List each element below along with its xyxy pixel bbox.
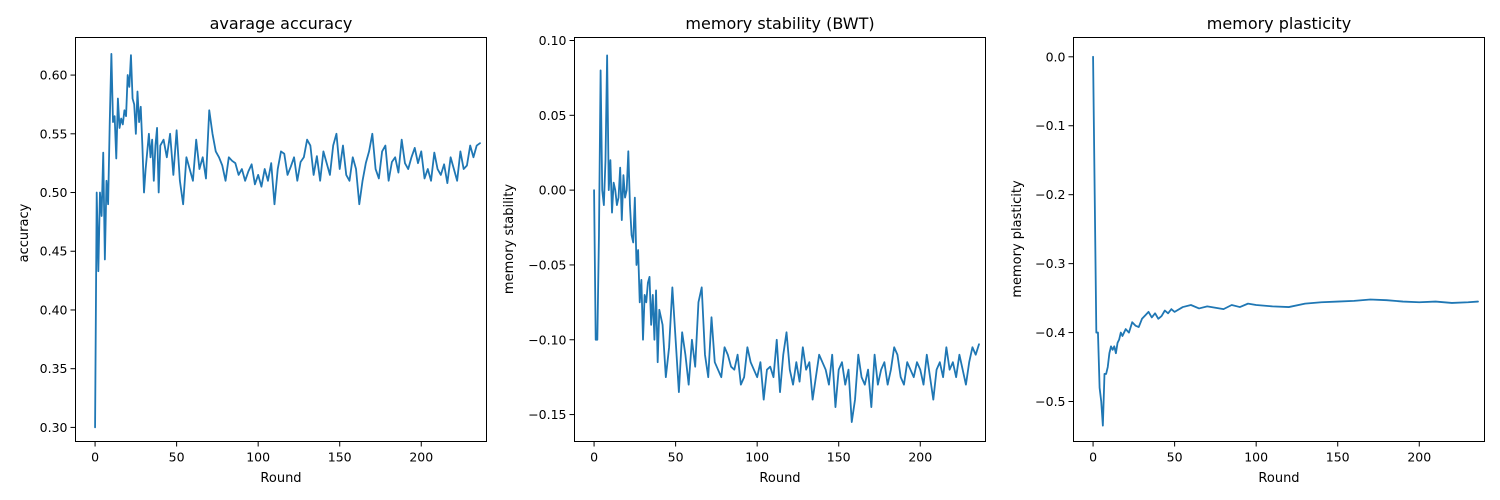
plasticity-y-tick-label: −0.1 bbox=[1035, 118, 1065, 133]
stability-ticks: 0 50 100 150 200 −0.15 −0.10 −0.05 0.00 0.05 0.10 bbox=[528, 33, 932, 465]
accuracy-y-tick-label: 0.55 bbox=[40, 126, 68, 141]
stability-y-tick-label: −0.15 bbox=[528, 407, 566, 422]
accuracy-x-tick-label: 200 bbox=[409, 450, 433, 465]
accuracy-y-tick-label: 0.50 bbox=[40, 185, 68, 200]
plasticity-plot-frame bbox=[1073, 37, 1485, 442]
plasticity-y-axis-label: memory plasticity bbox=[1010, 180, 1025, 298]
plasticity-y-tick-label: −0.2 bbox=[1035, 187, 1065, 202]
plasticity-ticks: 0 50 100 150 200 −0.5 −0.4 −0.3 −0.2 −0.1 0.0 bbox=[1035, 49, 1431, 464]
accuracy-plot-frame bbox=[75, 37, 487, 442]
stability-y-tick-label: −0.05 bbox=[528, 257, 566, 272]
accuracy-x-tick-label: 0 bbox=[91, 450, 99, 465]
stability-y-tick-label: 0.10 bbox=[539, 33, 567, 48]
stability-x-tick-label: 200 bbox=[908, 450, 932, 465]
plasticity-chart-title: memory plasticity bbox=[1207, 14, 1351, 33]
accuracy-panel: avarage accuracy Round accuracy 0 50 100 15… bbox=[17, 14, 487, 486]
stability-plot-frame bbox=[574, 37, 986, 442]
accuracy-x-tick-label: 50 bbox=[169, 450, 185, 465]
stability-x-tick-label: 50 bbox=[668, 450, 684, 465]
stability-y-axis-label: memory stability bbox=[502, 184, 517, 294]
stability-x-axis-label: Round bbox=[759, 471, 800, 486]
plasticity-y-tick-label: 0.0 bbox=[1046, 49, 1066, 64]
accuracy-x-axis-label: Round bbox=[260, 471, 301, 486]
accuracy-y-tick-label: 0.60 bbox=[40, 68, 68, 83]
accuracy-ticks: 0 50 100 150 200 0.30 0.35 0.40 0.45 0.50 0.55 0.60 bbox=[40, 68, 434, 465]
plasticity-x-tick-label: 200 bbox=[1407, 450, 1431, 465]
plasticity-series-line bbox=[1092, 55, 1479, 427]
plasticity-x-tick-label: 50 bbox=[1167, 450, 1183, 465]
accuracy-y-axis-label: accuracy bbox=[17, 203, 32, 262]
stability-chart-title: memory stability (BWT) bbox=[685, 14, 874, 33]
stability-panel: memory stability (BWT) Round memory stab… bbox=[502, 14, 986, 486]
plasticity-x-axis-label: Round bbox=[1258, 471, 1299, 486]
plasticity-panel: memory plasticity Round memory plasticit… bbox=[1010, 14, 1485, 486]
stability-y-tick-label: 0.05 bbox=[539, 108, 567, 123]
stability-x-tick-label: 150 bbox=[827, 450, 851, 465]
accuracy-y-tick-label: 0.45 bbox=[40, 244, 68, 259]
plasticity-x-tick-label: 100 bbox=[1244, 450, 1268, 465]
accuracy-series-line bbox=[94, 53, 481, 429]
accuracy-x-tick-label: 150 bbox=[328, 450, 352, 465]
stability-x-tick-label: 0 bbox=[590, 450, 598, 465]
stability-series-line bbox=[593, 54, 980, 423]
plasticity-x-tick-label: 0 bbox=[1089, 450, 1097, 465]
accuracy-y-tick-label: 0.35 bbox=[40, 361, 68, 376]
accuracy-chart-title: avarage accuracy bbox=[210, 14, 353, 33]
plasticity-y-tick-label: −0.5 bbox=[1035, 394, 1065, 409]
plasticity-y-tick-label: −0.3 bbox=[1035, 256, 1065, 271]
accuracy-y-tick-label: 0.40 bbox=[40, 302, 68, 317]
stability-y-tick-label: −0.10 bbox=[528, 332, 566, 347]
stability-y-tick-label: 0.00 bbox=[539, 183, 567, 198]
stability-x-tick-label: 100 bbox=[745, 450, 769, 465]
plasticity-y-tick-label: −0.4 bbox=[1035, 325, 1065, 340]
accuracy-x-tick-label: 100 bbox=[246, 450, 270, 465]
plasticity-x-tick-label: 150 bbox=[1326, 450, 1350, 465]
accuracy-y-tick-label: 0.30 bbox=[40, 420, 68, 435]
